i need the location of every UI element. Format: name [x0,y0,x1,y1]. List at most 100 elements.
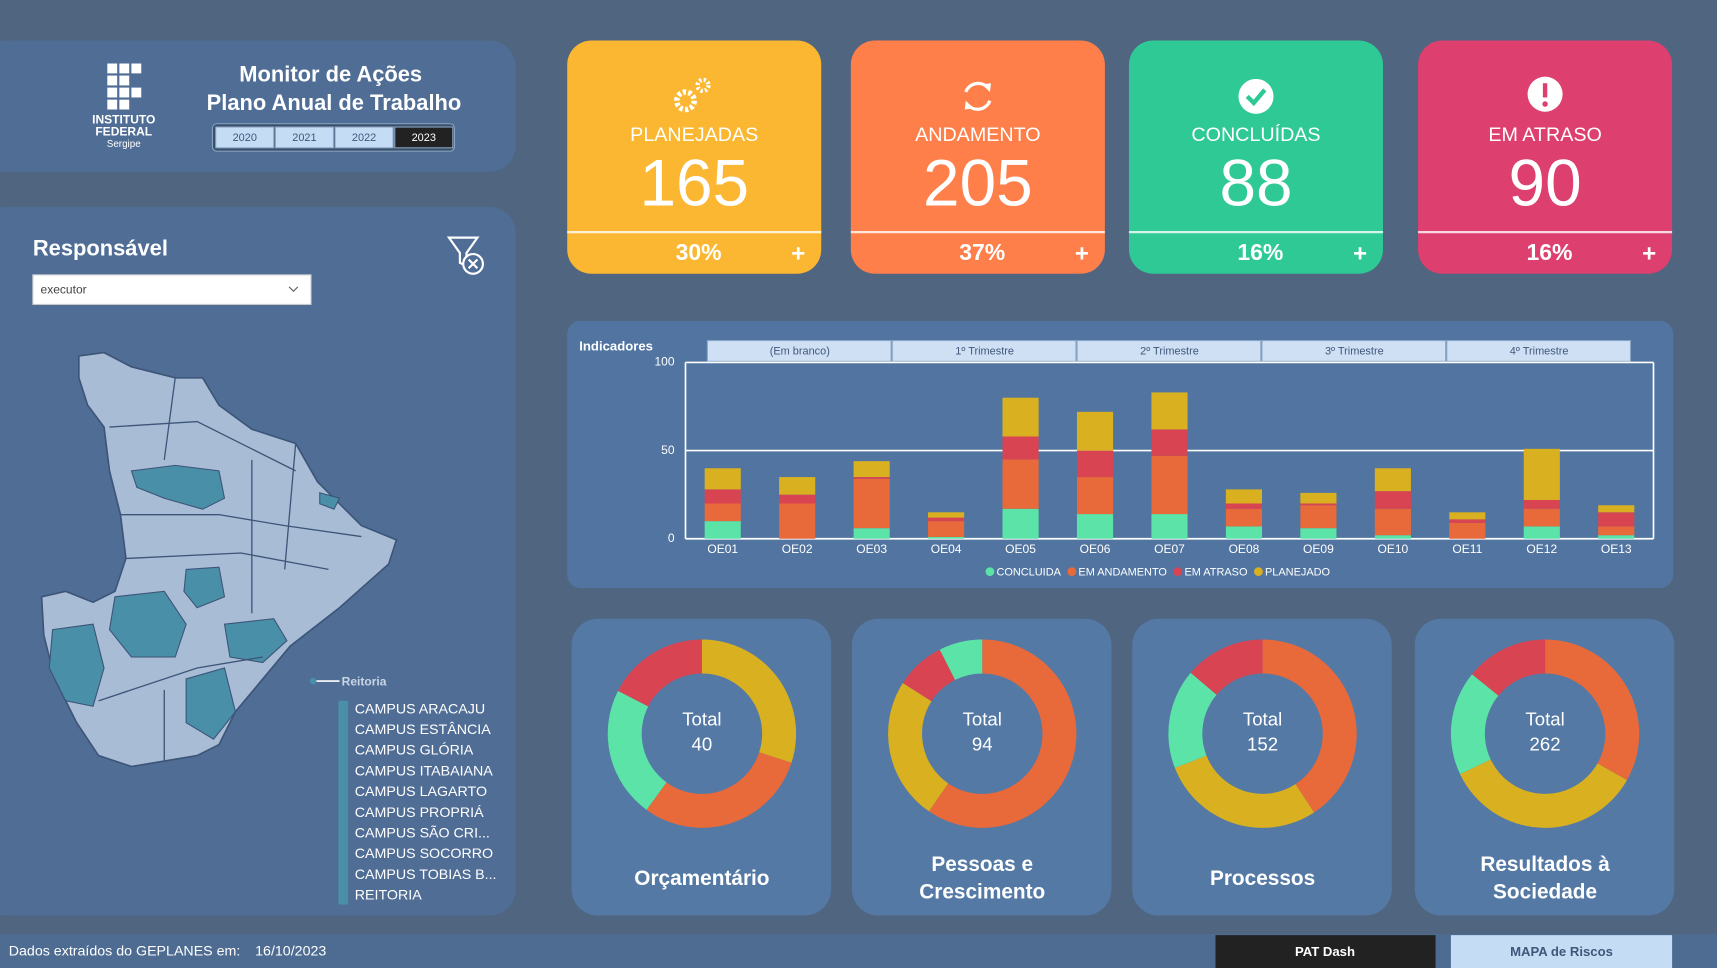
nav-button-label[interactable]: MAPA de Riscos [1510,944,1613,959]
icon [1542,101,1548,107]
card-value: 90 [1509,147,1582,220]
map-legend-bar [338,700,349,905]
donut-segment [1472,639,1546,696]
donut-title: Sociedade [1493,880,1597,903]
bar-segment [1598,505,1635,513]
donut-segment [939,639,983,680]
tab-label[interactable]: 3º Trimestre [1325,345,1384,357]
bar-segment [1449,522,1486,539]
card-background [850,40,1105,274]
card-label: PLANEJADAS [630,124,758,146]
tab[interactable] [706,340,892,362]
donut-segment [928,639,1077,828]
icon [673,89,697,113]
x-tick-label: OE12 [1526,542,1557,556]
tab-label[interactable]: (Em branco) [770,345,830,357]
card-percent: 16% [1526,239,1572,265]
bar-segment [928,517,965,522]
donut-total: 152 [1247,734,1278,755]
bar-segment [1076,514,1114,539]
nav-button-label[interactable]: PAT Dash [1295,944,1355,959]
tab[interactable] [1261,340,1447,362]
x-tick-label: OE07 [1154,542,1185,556]
x-tick-label: OE06 [1080,542,1111,556]
donut-total-label: Total [1525,708,1564,729]
year-button[interactable] [394,126,454,149]
legend-marker [1254,567,1263,576]
bar-segment [1002,436,1039,460]
year-label[interactable]: 2021 [292,132,316,144]
legend-label: EM ATRASO [1184,567,1247,579]
bar-segment [779,494,816,504]
year-label[interactable]: 2020 [233,132,257,144]
title: Monitor de Ações [239,61,422,86]
x-tick-label: OE03 [856,542,887,556]
bar-segment [1598,512,1635,527]
bar-segment [853,478,890,529]
y-tick-label: 100 [654,355,674,369]
year-label[interactable]: 2022 [352,132,376,144]
card-background [1418,40,1673,274]
bar-segment [1151,429,1188,456]
bar-segment [1151,514,1188,539]
bar-segment [1300,503,1337,506]
bar-segment [1002,397,1039,437]
y-tick-label: 50 [661,443,675,457]
card-action[interactable]: + [1642,240,1656,267]
bar-segment [1300,528,1337,539]
x-tick-label: OE13 [1601,542,1632,556]
nav-button[interactable] [1215,935,1436,968]
tab-label[interactable]: 2º Trimestre [1140,345,1199,357]
card-value: 88 [1219,147,1292,220]
map-legend-label: CAMPUS ITABAIANA [355,763,494,779]
card-label: EM ATRASO [1488,124,1602,146]
card-value: 165 [639,147,749,220]
map-legend-label: CAMPUS PROPRIÁ [355,804,484,821]
donut-total-label: Total [682,708,721,729]
footer-date: 16/10/2023 [255,943,326,959]
logo-text: INSTITUTO [92,113,155,127]
card-action[interactable]: + [791,240,805,267]
card-action[interactable]: + [1075,240,1089,267]
donut-title: Processos [1210,867,1315,890]
tab[interactable] [1076,340,1262,362]
tab-label[interactable]: 1º Trimestre [955,345,1014,357]
x-tick-label: OE01 [707,542,738,556]
clear-filter-icon[interactable] [446,236,485,275]
x-tick-label: OE05 [1005,542,1036,556]
nav-button[interactable] [1450,935,1673,968]
tab-label[interactable]: 4º Trimestre [1510,345,1569,357]
bar-segment [1300,492,1337,504]
tab[interactable] [891,340,1077,362]
map [40,351,398,768]
icon [964,83,991,110]
bar-segment [1076,411,1114,451]
bar-segment [853,477,890,479]
logo [107,63,142,110]
year-button[interactable] [274,126,334,149]
tab[interactable] [1446,340,1632,362]
card-action[interactable]: + [1353,240,1367,267]
dropdown[interactable] [32,274,312,305]
year-label[interactable]: 2023 [412,132,436,144]
bar-segment [779,477,816,495]
legend-label: EM ANDAMENTO [1078,567,1167,579]
map-legend-label: CAMPUS ARACAJU [355,701,485,717]
bar-segment [1598,526,1635,536]
bar-segment [928,536,965,539]
donut-segment [607,690,667,810]
year-button[interactable] [334,126,394,149]
donut-segment [646,752,792,828]
donut-title: Orçamentário [634,867,769,890]
title: Plano Anual de Trabalho [207,90,462,115]
donut-segment [618,639,702,707]
bar-segment [1151,392,1188,430]
footer-note: Dados extraídos do GEPLANES em: [9,943,241,959]
year-button[interactable] [215,126,275,149]
legend-label: PLANEJADO [1265,567,1330,579]
donut-segment [1545,639,1640,781]
